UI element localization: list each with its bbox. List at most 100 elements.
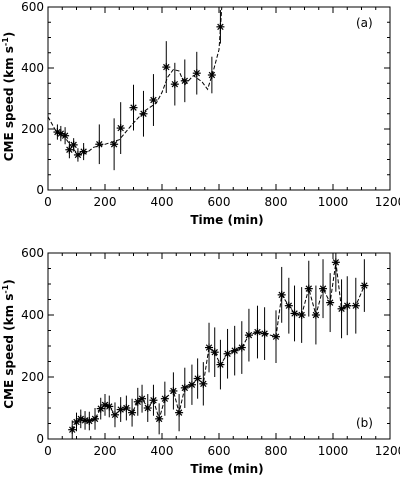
marker-stroke	[344, 302, 351, 309]
x-tick-label: 800	[265, 444, 288, 458]
x-tick-label: 200	[94, 444, 117, 458]
data-point	[216, 360, 225, 369]
data-point	[319, 284, 328, 293]
marker-stroke	[144, 404, 151, 412]
x-tick-label: 200	[94, 195, 117, 209]
panel-tag: (b)	[356, 416, 373, 430]
marker-stroke	[238, 344, 246, 351]
data-point	[253, 328, 262, 337]
marker-stroke	[181, 384, 189, 392]
marker-stroke	[155, 415, 163, 423]
data-point	[61, 131, 70, 140]
data-point	[138, 394, 147, 403]
data-point	[237, 343, 246, 352]
marker-stroke	[361, 282, 368, 289]
data-point	[110, 410, 119, 419]
data-point	[129, 103, 138, 112]
data-point	[91, 414, 100, 423]
data-point	[284, 301, 293, 310]
marker-stroke	[111, 411, 119, 419]
marker-stroke	[161, 395, 169, 402]
marker-stroke	[200, 380, 207, 388]
marker-stroke	[319, 285, 327, 292]
marker-stroke	[245, 331, 253, 339]
data-point	[79, 147, 88, 156]
marker-stroke	[110, 141, 118, 148]
y-axis-title-main: CME speed (km s	[2, 46, 16, 161]
data-point	[326, 298, 335, 307]
trend-curve	[48, 7, 223, 156]
marker-stroke	[150, 397, 157, 404]
marker-stroke	[193, 69, 200, 77]
data-point	[169, 386, 178, 395]
x-tick-label: 0	[44, 195, 52, 209]
data-point	[337, 304, 346, 313]
data-layer	[68, 253, 369, 439]
data-point	[216, 22, 225, 31]
data-point	[122, 404, 131, 412]
data-point	[180, 383, 189, 392]
marker-stroke	[80, 148, 87, 155]
y-tick-label: 600	[21, 0, 44, 14]
data-point	[162, 63, 171, 72]
trend-curve	[71, 262, 365, 430]
panel-tag: (a)	[356, 16, 373, 30]
marker-stroke	[208, 71, 216, 79]
data-point	[260, 329, 269, 338]
data-point	[95, 140, 104, 149]
data-point	[343, 301, 352, 310]
data-point	[210, 348, 219, 357]
x-tick-label: 1000	[318, 195, 349, 209]
y-tick-label: 400	[21, 61, 44, 75]
y-tick-label: 200	[21, 370, 44, 384]
data-point	[155, 414, 164, 423]
marker-stroke	[117, 124, 124, 132]
marker-stroke	[352, 302, 360, 309]
marker-stroke	[57, 130, 65, 137]
data-point	[81, 416, 90, 425]
x-tick-label: 0	[44, 444, 52, 458]
marker-stroke	[175, 409, 183, 416]
data-point	[244, 331, 253, 340]
data-point	[73, 150, 82, 159]
data-point	[277, 290, 286, 299]
marker-stroke	[61, 132, 69, 139]
data-point	[311, 311, 320, 319]
x-axis-title: Time (min)	[190, 462, 263, 476]
x-tick-label: 400	[151, 195, 174, 209]
y-tick-label: 200	[21, 122, 44, 136]
data-point	[170, 80, 179, 89]
marker-stroke	[261, 330, 268, 337]
data-point	[149, 396, 158, 405]
y-axis-title-superscript: -1	[1, 284, 10, 293]
marker-stroke	[54, 128, 61, 136]
marker-stroke	[140, 110, 147, 117]
y-tick-label: 400	[21, 308, 44, 322]
data-point	[297, 311, 306, 319]
data-point	[187, 380, 196, 389]
x-tick-label: 600	[208, 444, 231, 458]
marker-stroke	[73, 418, 80, 426]
y-tick-label: 600	[21, 246, 44, 260]
marker-stroke	[298, 311, 305, 319]
data-point	[116, 124, 125, 133]
data-point	[68, 425, 77, 434]
marker-stroke	[285, 302, 293, 309]
marker-stroke	[272, 333, 280, 340]
marker-stroke	[70, 141, 77, 149]
marker-stroke	[231, 347, 238, 354]
y-axis-title-superscript: -1	[1, 37, 10, 46]
x-tick-label: 600	[208, 195, 231, 209]
data-point	[272, 332, 280, 341]
marker-stroke	[138, 395, 146, 402]
marker-stroke	[106, 403, 113, 410]
x-tick-label: 400	[151, 444, 174, 458]
marker-stroke	[150, 96, 157, 104]
marker-stroke	[224, 350, 231, 357]
marker-stroke	[171, 80, 179, 88]
y-tick-label: 0	[36, 183, 44, 197]
data-point	[331, 258, 340, 267]
y-tick-label: 0	[36, 432, 44, 446]
y-axis-title: CME speed (km s-1)	[1, 279, 16, 409]
